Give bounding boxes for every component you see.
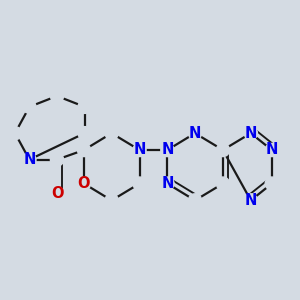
Circle shape <box>105 127 118 140</box>
Circle shape <box>244 127 257 140</box>
Circle shape <box>244 194 257 207</box>
Circle shape <box>133 143 146 157</box>
Text: N: N <box>189 126 201 141</box>
Circle shape <box>23 100 36 113</box>
Circle shape <box>23 153 36 166</box>
Text: N: N <box>133 142 146 158</box>
Circle shape <box>77 143 91 157</box>
Circle shape <box>265 177 278 190</box>
Text: N: N <box>244 193 257 208</box>
Circle shape <box>105 194 118 207</box>
Circle shape <box>133 177 146 190</box>
Circle shape <box>265 143 278 157</box>
Text: N: N <box>161 142 174 158</box>
Circle shape <box>77 177 91 190</box>
Text: N: N <box>23 152 36 167</box>
Circle shape <box>188 127 202 140</box>
Text: N: N <box>244 126 257 141</box>
Text: O: O <box>51 186 63 201</box>
Circle shape <box>161 177 174 190</box>
Circle shape <box>188 194 202 207</box>
Circle shape <box>216 177 230 190</box>
Text: N: N <box>161 176 174 191</box>
Circle shape <box>8 127 22 140</box>
Circle shape <box>78 100 91 113</box>
Circle shape <box>161 143 174 157</box>
Circle shape <box>50 187 64 200</box>
Circle shape <box>78 127 91 140</box>
Circle shape <box>216 143 230 157</box>
Circle shape <box>50 153 64 166</box>
Text: N: N <box>266 142 278 158</box>
Text: O: O <box>78 176 90 191</box>
Circle shape <box>50 89 64 103</box>
